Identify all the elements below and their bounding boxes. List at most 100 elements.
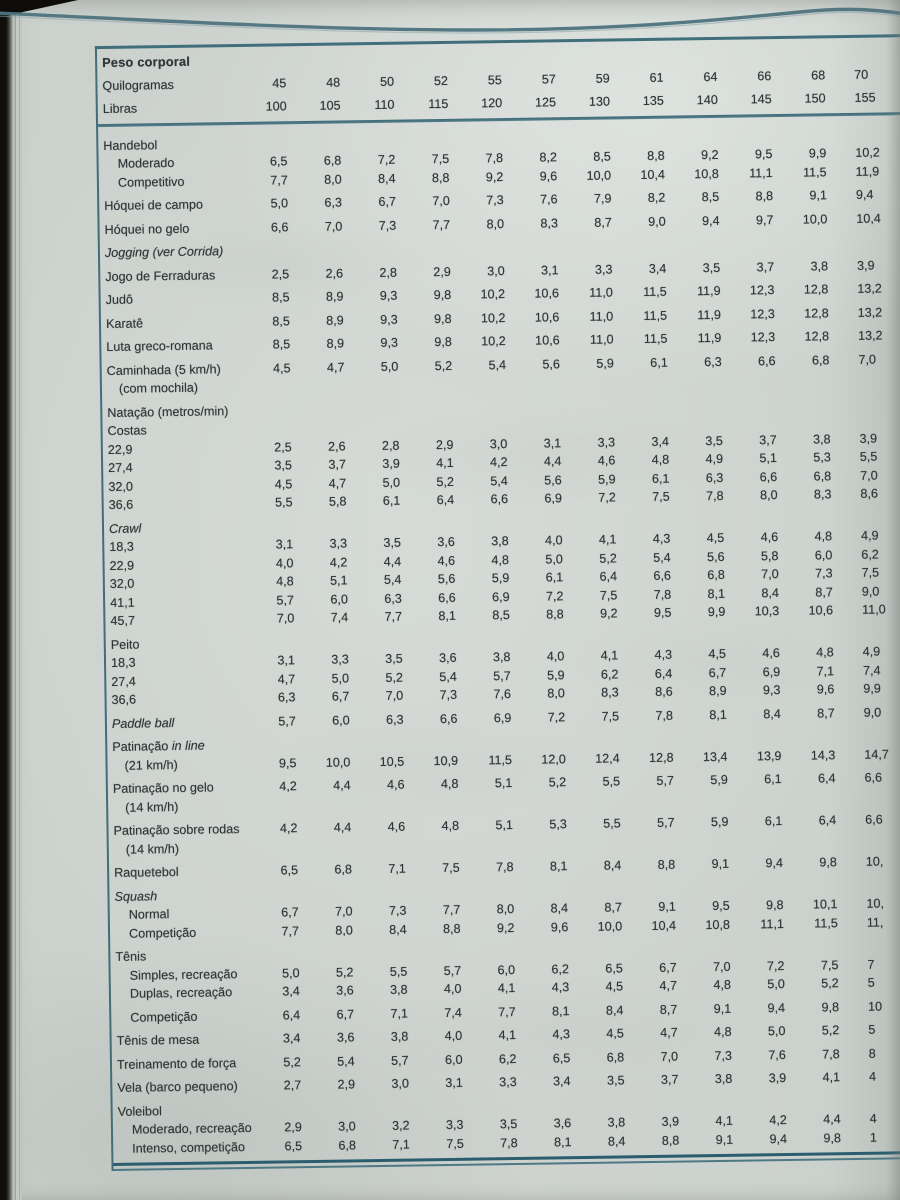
value-cell: 5,0: [270, 196, 289, 211]
value-cell: 9,8: [821, 999, 840, 1014]
value-cell: 6,3: [385, 712, 404, 727]
row-label: Karatê: [105, 315, 144, 331]
value-cell: 3,5: [702, 260, 721, 275]
table-row: Patinação sobre rodas (14 km/h) 4,2 4,4 4,6 4…: [108, 810, 900, 859]
pounds-value: 150: [804, 91, 826, 106]
value-cell: 5,5: [603, 816, 621, 831]
row-label: Moderado, recreação: [131, 1120, 252, 1137]
kilograms-label: Quilogramas: [102, 77, 174, 94]
row-label: Treinamento de força: [116, 1055, 237, 1072]
value-cell: 7,0: [276, 611, 295, 626]
value-cell: 4,4: [823, 1112, 841, 1127]
value-cell: 11,0: [589, 332, 614, 347]
value-cell: 11,1: [760, 916, 784, 931]
value-cell: 5,4: [383, 572, 402, 587]
value-cell: 10,1: [812, 897, 838, 912]
value-cell: 6,8: [606, 1049, 625, 1065]
value-cell: 6,8: [813, 468, 832, 484]
value-cell: 9,1: [809, 188, 828, 203]
value-cell: 7,6: [539, 192, 558, 207]
value-cell: 9,5: [278, 755, 297, 770]
row-label: 22,9: [109, 558, 135, 573]
value-cell: 8,9: [708, 683, 727, 699]
value-cell: 4,6: [437, 553, 456, 568]
value-cell: 5,0: [767, 1023, 786, 1039]
value-cell: 7,0: [660, 1049, 679, 1064]
pounds-value: 105: [319, 98, 341, 113]
value-cell: 6,5: [552, 1050, 571, 1065]
value-cell: 7,3: [388, 903, 407, 918]
value-cell: 7,5: [446, 1136, 464, 1151]
value-cell: 6,4: [436, 492, 455, 508]
value-cell: 10,0: [586, 167, 612, 183]
value-cell: 10,0: [597, 918, 623, 934]
value-cell: 8,2: [539, 150, 558, 165]
value-cell: 8,5: [271, 290, 290, 305]
value-cell: 11,0: [589, 308, 614, 324]
table-rotor: Peso corporal Quilogramas 45 48 50 52 55 57 59…: [94, 34, 900, 1171]
value-cell: 5,2: [434, 358, 453, 373]
value-cell: 12,3: [749, 283, 775, 298]
table-row: Patinação in line (21 km/h) 9,5 10,0 10,5 10,…: [107, 726, 900, 775]
value-cell: 6,4: [818, 771, 836, 786]
value-cell: 4,8: [814, 529, 833, 544]
value-cell: 10,4: [640, 167, 666, 182]
value-cell: 6,7: [378, 194, 396, 209]
value-cell: 8,0: [324, 171, 342, 187]
value-cell: 8,0: [335, 922, 353, 938]
value-cell: 2,9: [433, 264, 451, 279]
value-cell: 10,6: [534, 309, 560, 325]
value-cell: 9,8: [819, 855, 837, 870]
value-cell: 8,4: [603, 858, 622, 873]
value-cell: 9,3: [380, 312, 398, 327]
value-cell: 3,8: [491, 534, 509, 549]
value-cell: 5,5: [274, 495, 293, 510]
value-cell: 6,8: [338, 1137, 357, 1153]
value-cell: 9,6: [539, 168, 558, 184]
value-cell: 8,2: [647, 190, 666, 205]
value-cell: 8,8: [431, 170, 450, 185]
value-cell: 7,0: [385, 688, 404, 703]
value-cell: 4,1: [600, 648, 619, 663]
value-cell: 3,8: [389, 982, 408, 997]
value-cell: 9,8: [433, 311, 452, 326]
value-cell: 11,9: [696, 283, 721, 299]
value-cell: 3,3: [445, 1117, 464, 1133]
value-cell: 3,0: [487, 263, 505, 278]
value-cell: 6,0: [814, 547, 833, 562]
value-cell: 3,7: [756, 259, 775, 274]
value-cell: 12,8: [649, 750, 674, 765]
pounds-value: 135: [642, 93, 664, 108]
value-cell: 8,4: [377, 171, 396, 186]
value-cell: 7,3: [714, 1048, 733, 1063]
value-cell: 5,2: [335, 964, 354, 980]
value-cell: 4,4: [543, 454, 562, 469]
value-cell: 8,7: [604, 900, 623, 915]
value-cell: 3,0: [391, 1076, 410, 1091]
value-cell: 4,8: [651, 452, 670, 467]
value-cell: 11,5: [643, 284, 667, 300]
value-cell: 3,1: [543, 435, 562, 451]
value-cell: 11,1: [749, 165, 773, 180]
value-cell: 2,9: [337, 1077, 356, 1092]
value-cell: 8,7: [594, 214, 612, 230]
value-cell: 4,4: [333, 820, 352, 835]
value-cell: 7,3: [814, 566, 833, 581]
value-cell: 2,5: [271, 266, 290, 282]
kilograms-value: 59: [595, 71, 610, 86]
row-label: 36,6: [111, 692, 137, 707]
value-cell: 8,1: [551, 1003, 570, 1018]
value-cell: 4,1: [436, 455, 454, 471]
value-cell: 5,7: [276, 592, 295, 607]
row-label: Vela (barco pequeno): [117, 1079, 238, 1095]
value-cell: 9,2: [700, 147, 719, 163]
value-cell: 5,4: [439, 669, 457, 684]
value-cell: 4,6: [387, 819, 406, 834]
pounds-value: 140: [696, 92, 718, 108]
value-cell: 3,6: [437, 534, 455, 550]
value-cell: 7,8: [485, 151, 504, 166]
value-cell: 7,5: [652, 489, 670, 504]
value-cell: 6,3: [324, 195, 343, 210]
value-cell: 9,3: [762, 683, 781, 698]
value-cell: 5,2: [599, 550, 617, 566]
